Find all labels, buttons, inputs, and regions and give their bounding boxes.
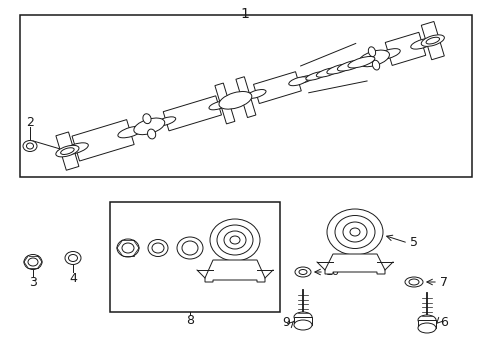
Ellipse shape: [117, 239, 139, 257]
Ellipse shape: [299, 270, 307, 274]
Ellipse shape: [148, 239, 168, 256]
Ellipse shape: [289, 77, 308, 86]
Polygon shape: [236, 77, 256, 118]
Ellipse shape: [294, 320, 312, 330]
Ellipse shape: [134, 118, 165, 135]
Ellipse shape: [411, 39, 434, 49]
Ellipse shape: [306, 72, 326, 80]
Polygon shape: [385, 32, 426, 66]
Ellipse shape: [24, 255, 42, 270]
Ellipse shape: [65, 252, 81, 265]
Ellipse shape: [217, 225, 253, 255]
Ellipse shape: [421, 35, 444, 46]
Ellipse shape: [372, 60, 380, 70]
Ellipse shape: [343, 222, 367, 242]
Text: 6: 6: [440, 315, 448, 328]
Ellipse shape: [152, 243, 164, 253]
Polygon shape: [205, 260, 265, 282]
Ellipse shape: [327, 209, 383, 255]
Ellipse shape: [295, 75, 314, 84]
Ellipse shape: [28, 258, 38, 266]
Polygon shape: [56, 132, 79, 170]
Ellipse shape: [426, 37, 440, 44]
Text: 8: 8: [186, 314, 194, 327]
Ellipse shape: [359, 50, 390, 67]
Polygon shape: [325, 254, 385, 274]
Ellipse shape: [295, 267, 311, 277]
Ellipse shape: [210, 219, 260, 261]
Ellipse shape: [143, 114, 151, 123]
Ellipse shape: [182, 241, 198, 255]
Ellipse shape: [230, 236, 240, 244]
Ellipse shape: [405, 277, 423, 287]
Text: 2: 2: [26, 116, 34, 129]
Text: 10: 10: [326, 267, 340, 277]
Bar: [294, 317, 312, 325]
Ellipse shape: [118, 126, 143, 138]
Ellipse shape: [69, 255, 77, 261]
Ellipse shape: [61, 148, 74, 154]
Ellipse shape: [209, 101, 228, 110]
Ellipse shape: [377, 49, 400, 59]
Polygon shape: [215, 83, 235, 124]
Bar: [20, 15, 472, 177]
Text: 1: 1: [241, 7, 249, 21]
Ellipse shape: [224, 231, 246, 249]
Bar: [418, 320, 436, 328]
Ellipse shape: [26, 143, 33, 149]
Polygon shape: [72, 120, 134, 161]
Ellipse shape: [317, 68, 339, 77]
Ellipse shape: [247, 90, 266, 98]
Ellipse shape: [177, 237, 203, 259]
Ellipse shape: [418, 323, 436, 333]
Polygon shape: [253, 72, 301, 104]
Text: 3: 3: [29, 275, 37, 288]
Ellipse shape: [327, 64, 350, 74]
Text: 9: 9: [282, 316, 290, 329]
Polygon shape: [421, 22, 444, 60]
Ellipse shape: [56, 145, 79, 157]
Ellipse shape: [418, 315, 436, 325]
Ellipse shape: [368, 47, 376, 57]
Ellipse shape: [350, 228, 360, 236]
Ellipse shape: [219, 91, 252, 109]
Ellipse shape: [335, 216, 375, 248]
Ellipse shape: [122, 243, 134, 253]
Ellipse shape: [294, 312, 312, 322]
Ellipse shape: [338, 60, 363, 71]
Ellipse shape: [147, 129, 156, 139]
Ellipse shape: [156, 117, 176, 126]
Polygon shape: [163, 96, 221, 131]
Text: 5: 5: [410, 237, 418, 249]
Ellipse shape: [63, 143, 88, 154]
Ellipse shape: [23, 140, 37, 152]
Text: 7: 7: [440, 275, 448, 288]
Ellipse shape: [409, 279, 419, 285]
Bar: [110, 202, 280, 312]
Ellipse shape: [348, 57, 375, 68]
Text: 4: 4: [69, 271, 77, 284]
